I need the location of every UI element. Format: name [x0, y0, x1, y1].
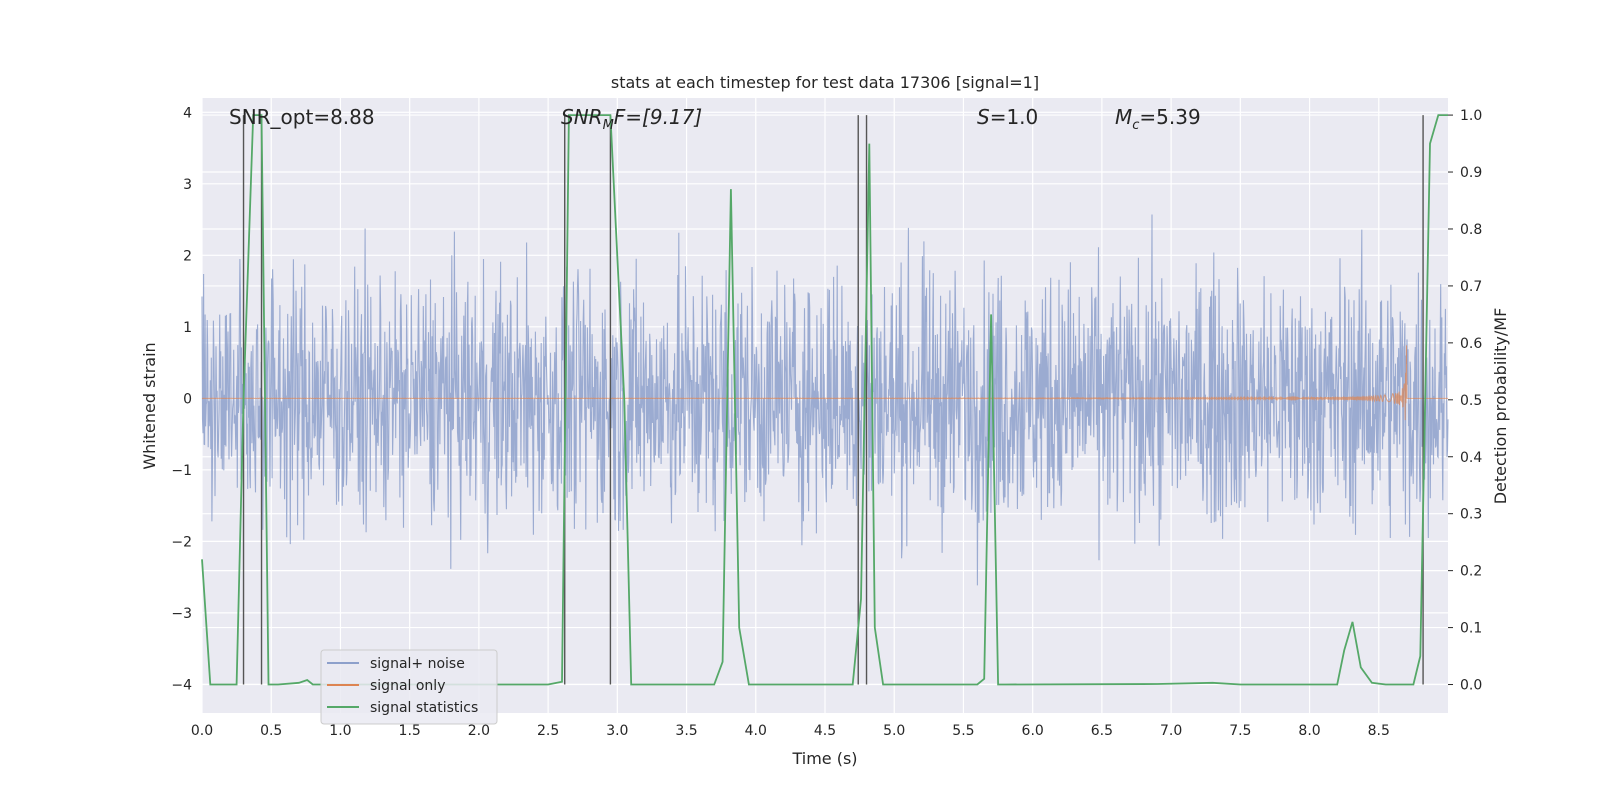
- y-tick-label: 0: [183, 391, 192, 407]
- vertical-markers: [242, 115, 1424, 685]
- snr-opt-annotation: SNR_opt=8.88: [229, 105, 375, 129]
- signal-statistics-series: [201, 114, 1448, 686]
- mc-annotation: Mc=5.39: [1115, 105, 1201, 133]
- x-tick-label: 3.0: [606, 723, 628, 739]
- x-tick-label: 1.5: [399, 723, 421, 739]
- x-tick-label: 1.0: [329, 723, 351, 739]
- signal-only-series: [201, 345, 1448, 421]
- x-tick-label: 0.5: [260, 723, 282, 739]
- x-axis-ticks: 0.0 0.5 1.0 1.5 2.0 2.5 3.0 3.5 4.0 4.5 5.0 5.5 6.0 6…: [191, 723, 1390, 739]
- y-tick-label: 3: [183, 177, 192, 193]
- mc-symbol: M: [1115, 105, 1132, 129]
- x-tick-label: 0.0: [191, 723, 213, 739]
- legend: signal+ noise signal only signal statist…: [320, 649, 498, 725]
- y-right-tick-label: 0.9: [1460, 165, 1482, 181]
- legend-label-signal-only: signal only: [370, 678, 445, 694]
- signal-only-line: [201, 345, 1448, 421]
- y-tick-label: −3: [171, 606, 192, 622]
- snr-mf-annotation: SNRMF=[9.17]: [561, 105, 702, 133]
- x-tick-label: 2.0: [468, 723, 490, 739]
- x-tick-label: 4.0: [745, 723, 767, 739]
- y-right-tick-label: 0.0: [1460, 678, 1482, 694]
- y-right-tick-label: 0.6: [1460, 336, 1482, 352]
- y-right-tick-label: 0.5: [1460, 393, 1482, 409]
- y-tick-label: −4: [171, 677, 192, 693]
- x-tick-label: 6.0: [1022, 723, 1044, 739]
- y-right-tick-label: 0.7: [1460, 279, 1482, 295]
- y-right-tick-label: 0.4: [1460, 450, 1482, 466]
- y-axis-ticks: 4 3 2 1 0 −1 −2 −3 −4: [171, 105, 192, 693]
- x-tick-label: 6.5: [1091, 723, 1113, 739]
- x-tick-label: 7.5: [1229, 723, 1251, 739]
- x-tick-label: 5.0: [883, 723, 905, 739]
- y-right-axis-label: Detection probability/MF: [1491, 308, 1510, 505]
- y-tick-label: −2: [171, 534, 192, 550]
- y-tick-label: 4: [183, 105, 192, 121]
- y-right-tick-label: 0.2: [1460, 564, 1482, 580]
- legend-label-signal-statistics: signal statistics: [370, 700, 478, 716]
- x-tick-label: 8.5: [1368, 723, 1390, 739]
- x-tick-label: 5.5: [952, 723, 974, 739]
- x-tick-label: 3.5: [675, 723, 697, 739]
- chart-title: stats at each timestep for test data 173…: [611, 73, 1039, 92]
- legend-label-signal-noise: signal+ noise: [370, 656, 465, 672]
- x-tick-label: 4.5: [814, 723, 836, 739]
- mc-value: =5.39: [1139, 105, 1200, 129]
- y-right-tick-label: 0.8: [1460, 222, 1482, 238]
- y-right-tick-label: 0.3: [1460, 507, 1482, 523]
- s-symbol: S: [977, 105, 990, 129]
- mc-subscript: c: [1132, 118, 1139, 133]
- y-right-tick-label: 0.1: [1460, 621, 1482, 637]
- y-right-axis-ticks: 1.0 0.9 0.8 0.7 0.6 0.5 0.4 0.3 0.2 0.1 0.0: [1448, 108, 1482, 694]
- x-tick-label: 7.0: [1160, 723, 1182, 739]
- y-tick-label: 2: [183, 248, 192, 264]
- s-value: =1.0: [990, 105, 1039, 129]
- s-annotation: S=1.0: [977, 105, 1038, 129]
- y-right-tick-label: 1.0: [1460, 108, 1482, 124]
- x-tick-label: 8.0: [1298, 723, 1320, 739]
- snr-mf-subscript: M: [603, 118, 614, 133]
- snr-mf-base: SNR: [561, 105, 603, 129]
- y-tick-label: −1: [171, 463, 192, 479]
- y-tick-label: 1: [183, 320, 192, 336]
- x-axis-label: Time (s): [791, 749, 857, 768]
- signal-noise-line: [201, 214, 1449, 586]
- x-tick-label: 2.5: [537, 723, 559, 739]
- legend-box: [320, 649, 498, 725]
- y-axis-label: Whitened strain: [140, 342, 159, 469]
- signal-statistics-line: [201, 114, 1448, 686]
- snr-mf-rest: F=[9.17]: [614, 105, 702, 129]
- signal-noise-series: [201, 214, 1449, 586]
